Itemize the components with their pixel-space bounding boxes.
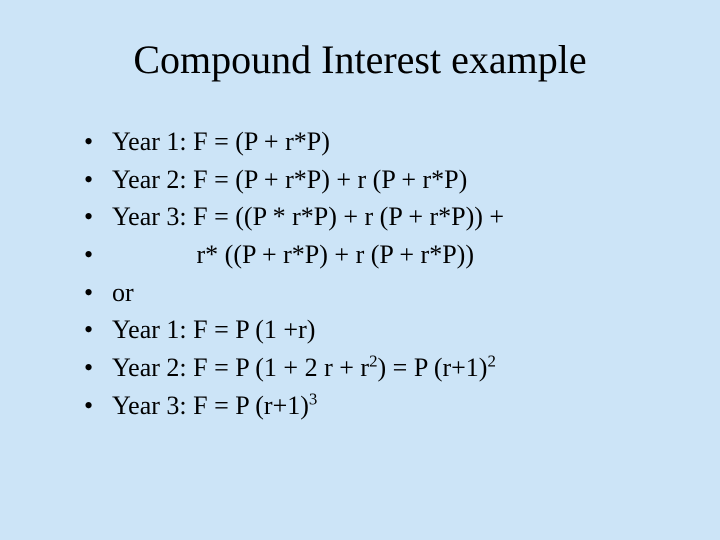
list-item: Year 2: F = (P + r*P) + r (P + r*P) <box>84 161 670 199</box>
list-item: Year 2: F = P (1 + 2 r + r2) = P (r+1)2 <box>84 349 670 387</box>
list-item: Year 1: F = P (1 +r) <box>84 311 670 349</box>
list-item: Year 3: F = P (r+1)3 <box>84 387 670 425</box>
slide-title: Compound Interest example <box>50 36 670 83</box>
list-item: Year 1: F = (P + r*P) <box>84 123 670 161</box>
list-item: r* ((P + r*P) + r (P + r*P)) <box>84 236 670 274</box>
slide: Compound Interest example Year 1: F = (P… <box>0 0 720 540</box>
list-item: Year 3: F = ((P * r*P) + r (P + r*P)) + <box>84 198 670 236</box>
bullet-list: Year 1: F = (P + r*P) Year 2: F = (P + r… <box>50 123 670 425</box>
list-item: or <box>84 274 670 312</box>
